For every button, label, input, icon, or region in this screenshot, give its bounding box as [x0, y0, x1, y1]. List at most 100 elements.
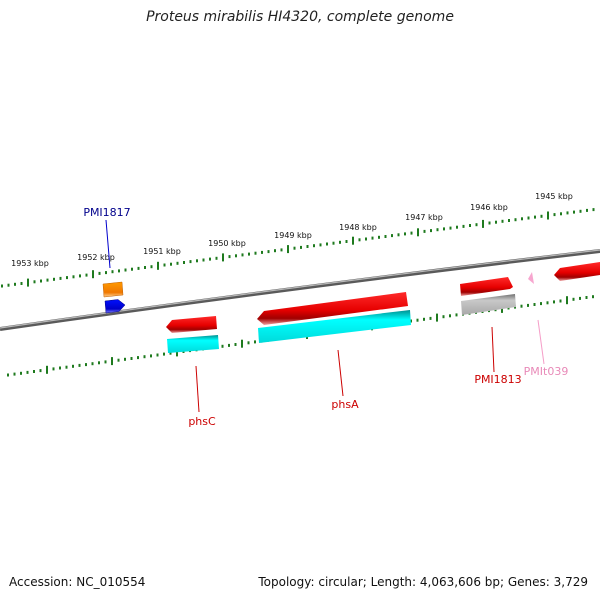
- gene-pmi1817-blue[interactable]: [104, 299, 126, 314]
- outer-ruler-minor-tick: [332, 241, 335, 245]
- gene-edge-red[interactable]: [554, 262, 600, 281]
- outer-ruler-minor-tick: [274, 249, 276, 253]
- inner-ruler-minor-tick: [65, 365, 68, 369]
- outer-ruler-minor-tick: [365, 237, 367, 241]
- gene-label-pmit039[interactable]: PMIt039: [524, 365, 569, 378]
- inner-ruler-major-tick: [46, 365, 48, 374]
- outer-ruler-minor-tick: [488, 221, 491, 225]
- ruler-label: 1952 kbp: [77, 253, 115, 262]
- gene-label-pmi1813[interactable]: PMI1813: [474, 373, 521, 386]
- outer-ruler-minor-tick: [553, 213, 556, 217]
- leader-line-pmi1817: [105, 219, 111, 269]
- gene-pmi1813-gray[interactable]: [461, 294, 516, 315]
- outer-ruler-minor-tick: [131, 267, 133, 271]
- inner-ruler-minor-tick: [85, 363, 87, 367]
- outer-ruler-minor-tick: [176, 261, 179, 265]
- outer-ruler-minor-tick: [267, 250, 270, 254]
- outer-ruler-minor-tick: [254, 251, 257, 255]
- gene-pmit039-pink[interactable]: [528, 272, 534, 284]
- outer-ruler-minor-tick: [228, 255, 231, 259]
- outer-ruler-minor-tick: [501, 219, 504, 223]
- inner-ruler-minor-tick: [254, 340, 256, 344]
- outer-ruler-minor-tick: [14, 282, 16, 286]
- outer-ruler-minor-tick: [573, 210, 575, 214]
- outer-ruler-minor-tick: [436, 228, 439, 232]
- inner-ruler-minor-tick: [228, 343, 230, 347]
- outer-ruler-minor-tick: [475, 223, 478, 227]
- inner-ruler-minor-tick: [169, 351, 172, 355]
- inner-ruler-minor-tick: [533, 303, 536, 306]
- outer-ruler-minor-tick: [241, 253, 244, 257]
- outer-ruler-minor-tick: [163, 263, 166, 267]
- outer-ruler-minor-tick: [202, 258, 205, 262]
- outer-ruler-minor-tick: [118, 269, 120, 273]
- inner-ruler-minor-tick: [442, 315, 445, 319]
- outer-ruler-minor-tick: [7, 283, 10, 287]
- gene-pmi1817-orange[interactable]: [102, 281, 124, 298]
- inner-ruler-minor-tick: [416, 318, 419, 322]
- outer-ruler-minor-tick: [66, 276, 68, 280]
- outer-ruler-minor-tick: [53, 277, 55, 281]
- outer-ruler-major-tick: [27, 278, 29, 287]
- outer-ruler-major-tick: [287, 245, 289, 254]
- gene-phsA-red[interactable]: [257, 292, 408, 325]
- gene-label-phsA[interactable]: phsA: [331, 398, 359, 411]
- inner-ruler-minor-tick: [39, 369, 42, 373]
- outer-ruler-minor-tick: [79, 274, 81, 278]
- outer-ruler-minor-tick: [144, 266, 146, 269]
- inner-ruler-minor-tick: [540, 302, 542, 306]
- gene-phsA-cyan[interactable]: [258, 310, 411, 343]
- outer-ruler-major-tick: [547, 211, 549, 220]
- gene-phsC-red[interactable]: [166, 316, 217, 333]
- outer-ruler-minor-tick: [449, 226, 452, 230]
- inner-ruler-minor-tick: [410, 319, 412, 323]
- inner-ruler-minor-tick: [520, 304, 523, 308]
- outer-ruler-minor-tick: [404, 232, 406, 236]
- inner-ruler-minor-tick: [91, 362, 94, 366]
- outer-ruler-minor-tick: [566, 211, 569, 215]
- outer-ruler-minor-tick: [20, 282, 23, 285]
- outer-ruler-minor-tick: [423, 229, 426, 233]
- inner-ruler-minor-tick: [137, 356, 139, 360]
- outer-ruler-minor-tick: [384, 235, 387, 238]
- leader-line-pmi1813: [491, 326, 495, 373]
- outer-ruler-major-tick: [157, 261, 159, 270]
- outer-ruler-minor-tick: [124, 268, 127, 272]
- outer-ruler-minor-tick: [592, 208, 595, 212]
- outer-ruler-minor-tick: [443, 227, 445, 231]
- inner-ruler-minor-tick: [72, 364, 74, 368]
- inner-ruler-minor-tick: [13, 372, 16, 376]
- gene-phsC-cyan[interactable]: [167, 335, 219, 353]
- gene-label-phsC[interactable]: phsC: [188, 415, 216, 428]
- outer-ruler: [1, 208, 595, 288]
- inner-ruler-minor-tick: [117, 358, 120, 362]
- outer-ruler-minor-tick: [215, 256, 218, 260]
- outer-ruler-minor-tick: [98, 271, 101, 275]
- inner-ruler-major-tick: [566, 296, 568, 305]
- outer-ruler-minor-tick: [235, 254, 237, 258]
- inner-ruler-minor-tick: [130, 357, 133, 360]
- outer-ruler-major-tick: [482, 219, 484, 228]
- outer-ruler-minor-tick: [170, 262, 172, 266]
- leader-line-phsC: [195, 365, 200, 413]
- gene-label-pmi1817[interactable]: PMI1817: [83, 206, 130, 219]
- outer-ruler-minor-tick: [40, 279, 42, 283]
- inner-ruler-minor-tick: [78, 363, 81, 367]
- ruler-label: 1950 kbp: [208, 239, 246, 248]
- leader-line-phsA: [337, 349, 344, 397]
- outer-ruler-minor-tick: [137, 266, 140, 270]
- outer-ruler-minor-tick: [189, 260, 192, 264]
- leader-line-pmit039: [537, 319, 545, 365]
- inner-ruler-minor-tick: [546, 301, 549, 305]
- inner-ruler-major-tick: [436, 313, 438, 322]
- outer-ruler-minor-tick: [183, 261, 185, 264]
- gene-pmi1813-red[interactable]: [460, 277, 513, 296]
- inner-ruler-minor-tick: [221, 344, 224, 348]
- outer-ruler-minor-tick: [579, 209, 582, 213]
- ruler-label: 1949 kbp: [274, 231, 312, 240]
- outer-ruler-minor-tick: [534, 215, 536, 219]
- outer-ruler-major-tick: [222, 253, 224, 262]
- ruler-label: 1953 kbp: [11, 259, 49, 268]
- ruler-label: 1945 kbp: [535, 192, 573, 201]
- inner-ruler-minor-tick: [247, 341, 250, 345]
